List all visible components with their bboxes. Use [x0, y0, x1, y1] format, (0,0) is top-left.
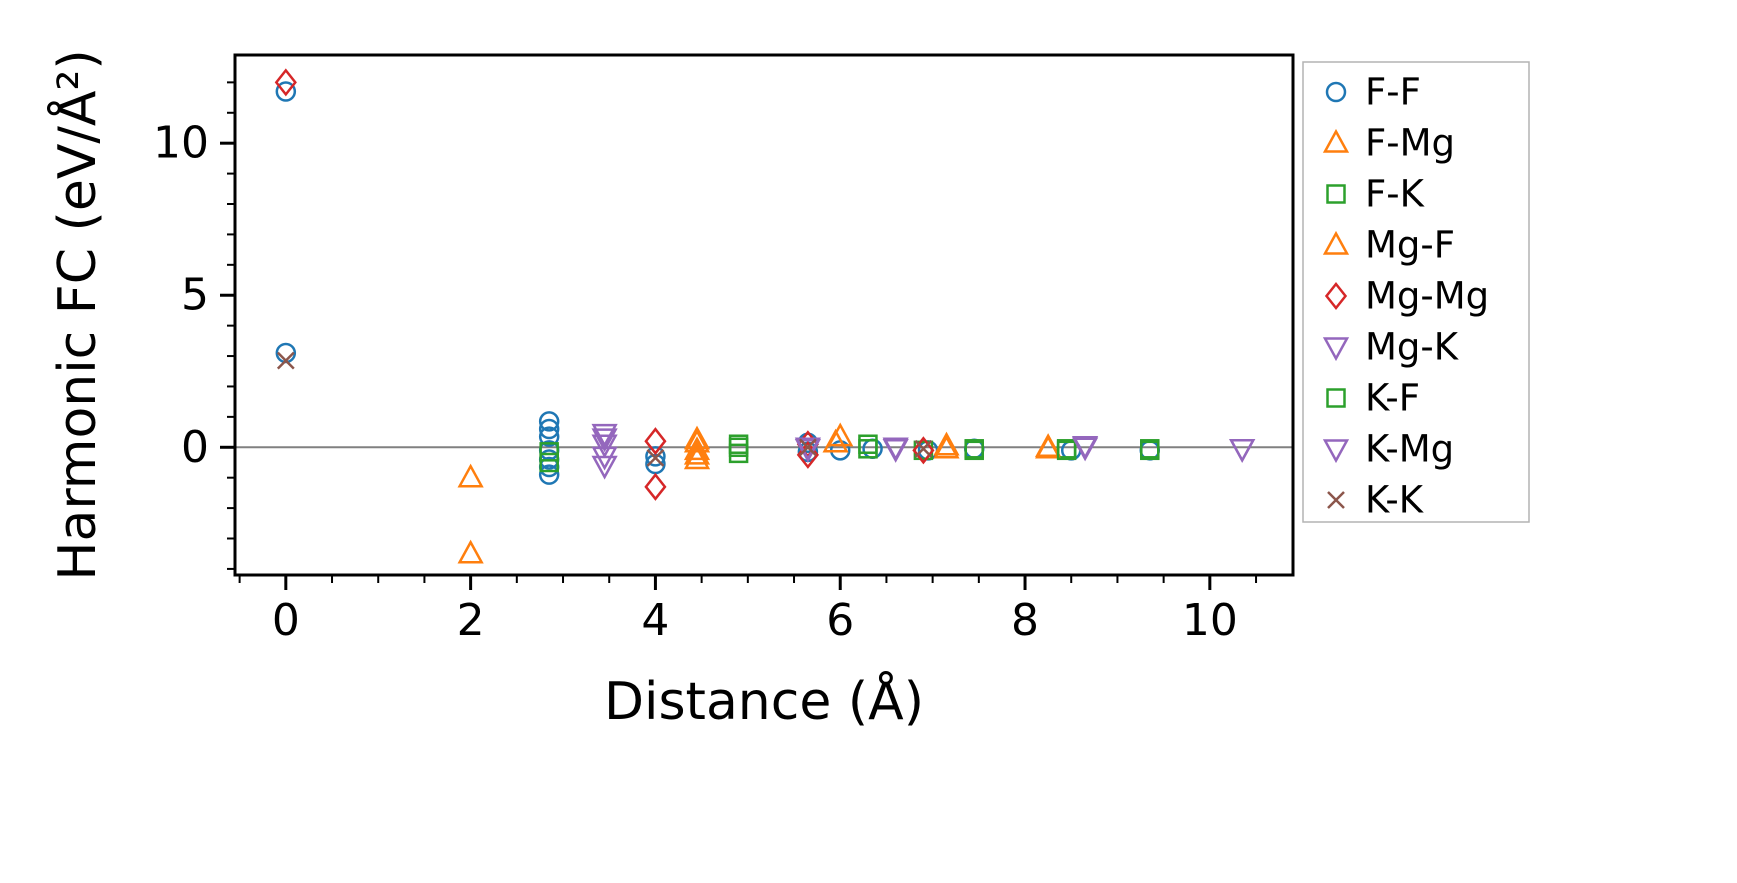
- square-marker: [858, 434, 878, 454]
- legend-label: F-K: [1365, 173, 1426, 216]
- triangle-up-marker: [683, 428, 711, 453]
- y-axis-label: Harmonic FC (eV/Å²): [48, 49, 108, 581]
- diamond-marker: [644, 472, 667, 501]
- triangle-up-marker: [457, 463, 484, 488]
- x-marker: [276, 351, 295, 370]
- circle-marker: [275, 81, 297, 102]
- triangle-up-marker: [1035, 434, 1062, 459]
- square-marker: [1326, 184, 1346, 204]
- legend-label: Mg-Mg: [1365, 275, 1489, 318]
- legend-item-K-F: K-F: [1326, 377, 1420, 420]
- legend-item-K-Mg: K-Mg: [1322, 428, 1454, 471]
- legend-label: Mg-F: [1365, 224, 1455, 267]
- diamond-marker: [274, 68, 297, 97]
- x-tick-label: 10: [1182, 595, 1238, 646]
- axis-ticks: 0 2 4 6 8 10 0 5 10: [153, 81, 1258, 646]
- square-marker: [858, 439, 878, 459]
- legend-item-F-F: F-F: [1325, 71, 1421, 114]
- triangle-up-marker: [933, 434, 960, 459]
- triangle-up-marker: [683, 445, 711, 470]
- series-Mg-F: [683, 428, 1062, 465]
- legend-item-F-K: F-K: [1326, 173, 1426, 216]
- square-marker: [539, 442, 559, 462]
- triangle-up-marker: [933, 431, 960, 456]
- triangle-up-marker: [683, 440, 711, 465]
- diamond-marker: [912, 436, 935, 465]
- square-marker: [1056, 440, 1077, 461]
- x-axis-label: Distance (Å): [603, 672, 925, 732]
- triangle-up-marker: [1322, 128, 1350, 153]
- legend-item-F-Mg: F-Mg: [1322, 122, 1455, 165]
- triangle-down-marker: [1322, 337, 1350, 362]
- triangle-down-marker: [591, 428, 618, 453]
- legend-label: K-F: [1365, 377, 1420, 420]
- square-marker: [1326, 388, 1346, 408]
- triangle-up-marker: [457, 539, 484, 564]
- circle-marker: [538, 464, 560, 485]
- legend: F-F F-Mg F-K Mg-F Mg-Mg Mg-K K-F K-Mg K-K: [1302, 61, 1530, 523]
- x-tick-label: 2: [457, 595, 485, 646]
- triangle-down-marker: [1229, 439, 1256, 463]
- square-marker: [539, 452, 559, 473]
- y-tick-label: 5: [181, 270, 209, 321]
- legend-item-Mg-Mg: Mg-Mg: [1324, 275, 1489, 318]
- series-F-F: [275, 81, 1161, 485]
- series-K-K: [276, 351, 933, 467]
- legend-label: F-Mg: [1365, 122, 1455, 165]
- triangle-down-marker: [591, 434, 618, 459]
- circle-marker: [645, 446, 666, 467]
- x-marker: [799, 438, 817, 457]
- triangle-down-marker: [1071, 437, 1099, 462]
- series-K-Mg: [591, 428, 1256, 463]
- legend-label: Mg-K: [1365, 326, 1460, 369]
- x-marker: [1327, 491, 1345, 509]
- legend-label: K-K: [1365, 479, 1425, 522]
- y-tick-label: 0: [181, 422, 209, 473]
- x-tick-label: 6: [826, 595, 854, 646]
- circle-marker: [862, 438, 883, 460]
- square-marker: [728, 443, 749, 464]
- circle-marker: [1325, 81, 1347, 103]
- triangle-up-marker: [822, 428, 849, 453]
- circle-marker: [538, 426, 560, 447]
- triangle-down-marker: [1322, 439, 1350, 464]
- legend-item-K-K: K-K: [1327, 479, 1425, 522]
- series-K-F: [728, 437, 1160, 464]
- legend-label: F-F: [1365, 71, 1421, 114]
- triangle-up-marker: [683, 436, 711, 461]
- diamond-marker: [644, 427, 667, 456]
- legend-item-Mg-F: Mg-F: [1322, 224, 1455, 267]
- triangle-down-marker: [591, 455, 618, 480]
- diamond-marker: [1324, 281, 1348, 311]
- triangle-up-marker: [1322, 230, 1350, 255]
- x-marker: [646, 449, 665, 467]
- plot-frame: [233, 53, 1295, 577]
- x-tick-label: 0: [272, 595, 300, 646]
- y-tick-label: 10: [153, 118, 209, 169]
- triangle-down-marker: [1229, 439, 1256, 463]
- x-tick-label: 8: [1011, 595, 1039, 646]
- triangle-down-marker: [794, 439, 822, 463]
- legend-item-Mg-K: Mg-K: [1322, 326, 1460, 369]
- triangle-down-marker: [882, 439, 909, 463]
- circle-marker: [538, 411, 560, 432]
- square-marker: [964, 440, 984, 461]
- circle-marker: [538, 418, 560, 440]
- square-marker: [1140, 440, 1160, 461]
- x-marker: [914, 439, 933, 458]
- x-tick-label: 4: [641, 595, 669, 646]
- legend-label: K-Mg: [1365, 428, 1454, 471]
